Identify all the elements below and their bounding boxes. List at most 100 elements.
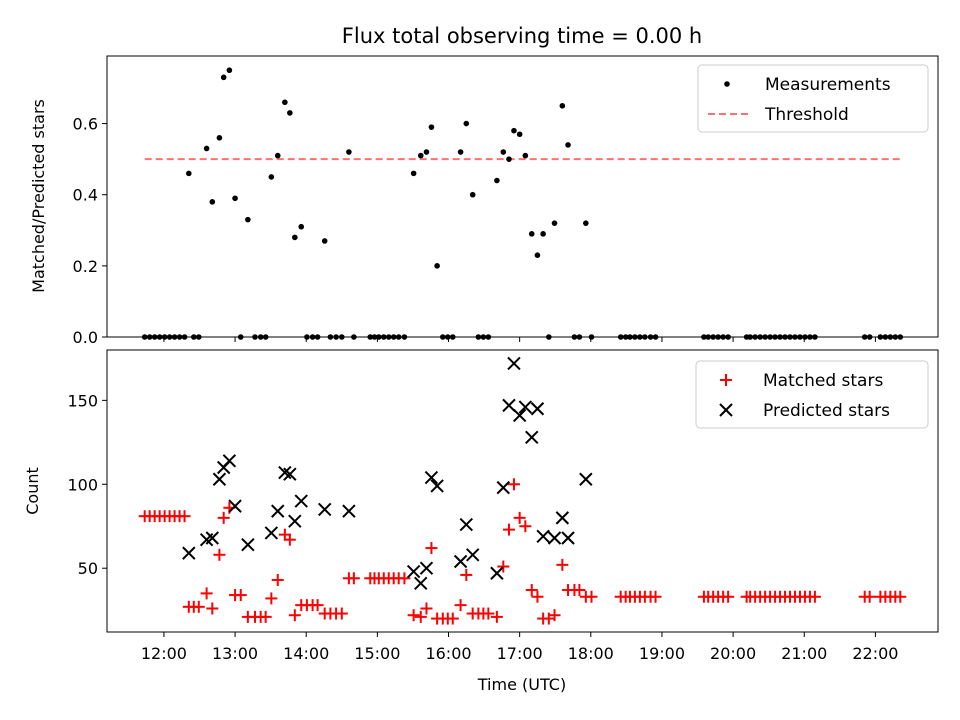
matched-star-point [234,589,247,602]
count-plot-marks [138,356,907,625]
measurement-point [375,334,382,340]
predicted-star-point [288,514,302,528]
measurement-point [327,334,334,340]
measurement-point [237,334,244,340]
measurement-point [720,334,726,340]
matched-star-point [531,590,544,603]
measurement-point [401,334,408,340]
matched-star-point [192,600,205,613]
measurement-point [309,334,316,340]
measurement-point [571,334,578,340]
predicted-star-point [561,531,575,545]
x-tick-label: 18:00 [568,644,614,663]
measurement-point [772,334,778,340]
measurement-point [583,220,589,226]
matched-star-point [200,587,213,600]
measurement-point [725,334,731,340]
measurement-point [762,334,768,340]
measurement-point [882,334,889,340]
predicted-star-point [547,531,562,545]
legend-threshold-label: Threshold [764,105,849,125]
matched-star-point [414,610,427,623]
measurement-point [186,170,192,177]
measurement-point [500,149,507,155]
measurement-point [767,334,773,340]
matched-star-point [808,590,821,603]
measurement-point [314,334,321,340]
matched-star-point [649,590,662,603]
predicted-star-point [318,502,332,517]
legend-matched-marker [720,374,732,386]
matched-star-point [288,609,301,622]
measurement-point [428,124,435,130]
measurement-point [338,334,345,340]
matched-star-point [894,590,907,603]
count-legend-box [695,360,929,429]
matched-star-point [206,602,219,615]
measurement-point [444,334,451,340]
predicted-star-point [518,400,533,414]
measurement-point [216,135,223,141]
count-legend: Matched stars Predicted stars [695,360,929,429]
matched-star-point [271,573,284,586]
matched-star-point [213,548,226,561]
predicted-star-point [530,402,545,416]
matched-star-point [311,599,324,612]
measurement-point [861,334,868,340]
measurement-point [866,334,873,340]
measurement-point [171,334,178,340]
measurement-point [622,334,629,340]
predicted-star-point [525,430,539,444]
ratio-y-tick-label: 0.0 [73,328,98,347]
ratio-y-axis-label: Matched/Predicted stars [29,99,48,293]
measurement-point [203,145,210,152]
measurement-point [797,334,803,340]
measurement-point [787,334,793,340]
measurement-point [637,334,643,340]
matched-star-point [425,542,438,555]
x-tick-label: 17:00 [497,644,543,663]
x-tick-label: 20:00 [710,644,756,663]
count-y-tick-label: 100 [67,475,98,494]
matched-star-point [548,609,561,622]
measurement-point [522,152,529,159]
ratio-y-tick-label: 0.6 [73,115,98,134]
measurement-point [282,99,288,106]
count-axes-ticks: 50 100 150 12:00 13:00 14:00 15:00 16:00 17:00 18… [67,391,898,663]
measurement-point [528,231,535,237]
measurement-point [647,334,654,340]
ratio-legend-box [697,64,929,133]
measurement-point [262,334,269,340]
x-tick-label: 13:00 [212,644,258,663]
measurement-point [423,149,430,155]
legend-measurements-marker [724,81,730,87]
measurement-point [226,67,233,74]
matched-star-point [335,607,348,620]
ratio-axes-frame [106,55,939,338]
x-tick-label: 12:00 [141,644,187,663]
matched-star-point [259,610,272,623]
predicted-star-point [414,576,428,591]
measurement-point [534,252,541,258]
chart-title: Flux total observing time = 0.00 h [342,24,702,48]
measurement-point [434,263,440,269]
measurement-point [757,334,763,340]
count-y-axis-label: Count [23,467,42,515]
measurement-point [485,334,492,340]
matched-star-point [722,590,735,603]
measurement-point [802,334,808,340]
measurement-point [245,216,251,223]
ratio-axes-ticks: 0.0 0.2 0.4 0.6 [73,115,876,347]
measurement-point [257,334,264,340]
measurement-point [390,334,397,340]
measurement-point [807,334,813,340]
measurement-point [511,127,517,134]
matched-star-point [460,568,473,581]
predicted-star-point [222,454,237,468]
measurement-point [546,334,552,340]
x-tick-label: 21:00 [781,644,827,663]
measurement-point [367,334,374,340]
predicted-star-point [205,531,220,545]
matched-star-point [407,609,420,622]
predicted-star-point [453,554,468,569]
